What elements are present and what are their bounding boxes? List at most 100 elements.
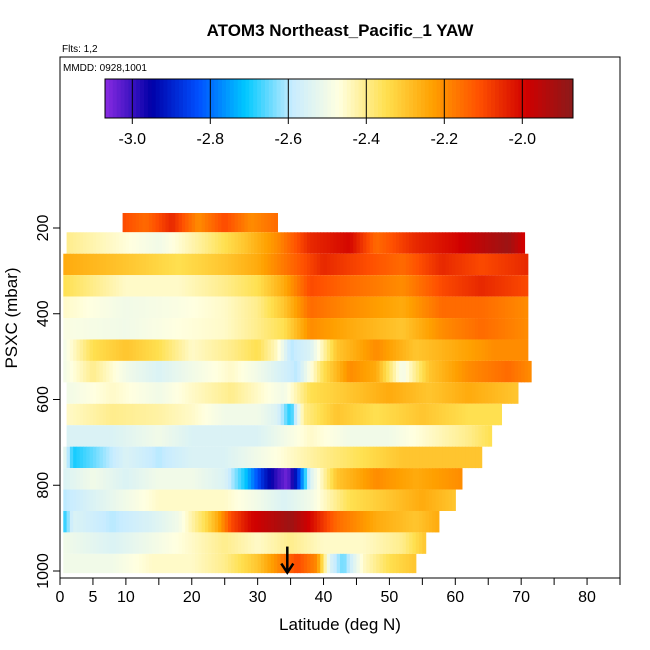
heat-cell [247, 296, 252, 319]
heat-cell [356, 296, 361, 319]
heat-cell [349, 339, 354, 361]
heat-cell [303, 275, 308, 297]
heat-cell [198, 318, 203, 340]
heat-cell [402, 403, 407, 426]
band-2 [63, 253, 529, 276]
heat-cell [122, 232, 127, 254]
heat-cell [511, 318, 516, 340]
heat-cell [148, 232, 153, 254]
heat-cell [386, 232, 391, 254]
heat-cell [106, 532, 111, 554]
heat-cell [316, 339, 321, 361]
heat-cell [214, 232, 219, 254]
heat-cell [405, 489, 410, 511]
heat-cell [320, 339, 325, 361]
heat-cell [349, 232, 354, 254]
x-tick-label: 30 [249, 589, 267, 606]
heat-cell [89, 318, 94, 340]
heat-cell [201, 532, 206, 554]
heat-cell [83, 403, 87, 426]
heat-cell [237, 339, 242, 361]
heat-cell [316, 425, 321, 447]
heat-cell [284, 553, 288, 574]
heat-cell [241, 232, 246, 254]
heat-cell [320, 296, 325, 319]
heat-cell [181, 489, 186, 511]
heat-cell [277, 553, 282, 574]
heat-cell [165, 532, 170, 554]
heat-cell [303, 425, 308, 447]
heat-cell [277, 489, 282, 511]
heat-cell [135, 532, 140, 554]
heat-cell [494, 318, 499, 340]
heat-cell [125, 253, 130, 276]
heat-cell [353, 425, 358, 447]
heat-cell [178, 296, 183, 319]
heat-cell [415, 446, 420, 469]
heat-cell [254, 489, 259, 511]
heat-cell [86, 339, 91, 361]
heat-cell [125, 339, 130, 361]
heat-cell [260, 212, 265, 233]
heat-cell [379, 489, 384, 511]
heat-cell [382, 339, 387, 361]
heat-cell [274, 296, 279, 319]
heat-cell [445, 489, 450, 511]
heat-cell [135, 296, 140, 319]
heat-cell [116, 275, 120, 297]
heat-cell [168, 403, 173, 426]
heat-cell [228, 212, 232, 233]
heat-cell [195, 489, 199, 511]
heat-cell [340, 553, 344, 574]
heat-cell [478, 232, 483, 254]
heat-cell [491, 360, 496, 383]
heat-cell [340, 296, 344, 319]
heat-cell [224, 318, 229, 340]
heat-cell [254, 318, 259, 340]
heat-cell [129, 212, 134, 233]
heat-cell [409, 318, 414, 340]
heat-cell [392, 553, 397, 574]
heat-cell [396, 403, 400, 426]
heat-cell [231, 253, 236, 276]
heat-cell [379, 296, 384, 319]
heat-cell [376, 360, 381, 383]
heat-cell [102, 425, 107, 447]
heat-cell [198, 275, 203, 297]
heat-cell [392, 339, 397, 361]
heat-cell [356, 510, 361, 533]
heat-cell [501, 339, 506, 361]
heat-cell [152, 296, 157, 319]
heat-cell [428, 232, 433, 254]
heat-cell [185, 232, 190, 254]
heat-cell [168, 296, 173, 319]
heat-cell [280, 232, 285, 254]
heat-cell [264, 232, 269, 254]
heat-cell [73, 253, 78, 276]
heat-cell [247, 510, 252, 533]
heat-cell [112, 446, 117, 469]
heat-cell [247, 403, 252, 426]
heat-cell [139, 296, 143, 319]
heat-cell [73, 382, 78, 404]
heat-cell [438, 296, 443, 319]
heat-cell [251, 275, 255, 297]
heat-cell [152, 446, 157, 469]
heat-cell [300, 232, 305, 254]
colorbar-swatch [261, 79, 266, 118]
heat-cell [313, 318, 318, 340]
heat-cell [465, 403, 470, 426]
heat-cell [89, 510, 94, 533]
heat-cell [386, 532, 391, 554]
heat-cell [155, 425, 160, 447]
heat-cell [277, 468, 282, 490]
heat-cell [399, 403, 404, 426]
colorbar-swatch [225, 79, 231, 118]
heat-cell [359, 446, 364, 469]
heat-cell [340, 403, 344, 426]
heat-cell [336, 553, 341, 574]
heat-cell [198, 532, 203, 554]
heat-cell [119, 296, 124, 319]
heat-cell [102, 553, 107, 574]
heat-cell [290, 532, 295, 554]
